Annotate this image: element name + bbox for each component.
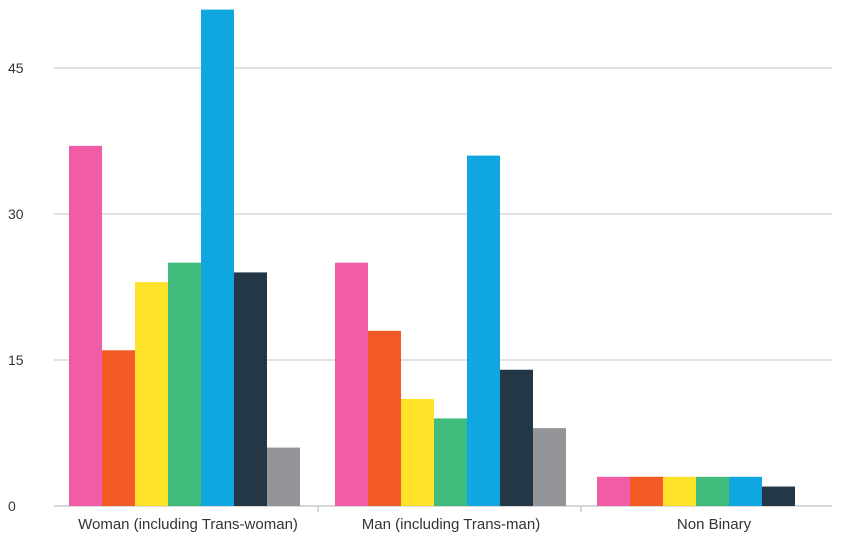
bar — [434, 418, 467, 506]
x-category-label: Woman (including Trans-woman) — [78, 516, 298, 533]
bar — [69, 145, 102, 506]
x-category-label: Non Binary — [677, 516, 752, 533]
bar — [234, 272, 267, 506]
bar — [135, 282, 168, 506]
bar — [762, 486, 795, 506]
bar — [335, 262, 368, 506]
bar — [729, 476, 762, 506]
bar — [597, 476, 630, 506]
bar — [102, 350, 135, 506]
y-tick-label: 0 — [8, 498, 16, 514]
y-tick-label: 45 — [8, 60, 24, 76]
y-tick-label: 30 — [8, 206, 24, 222]
axes: 0 15 30 45 Woman (including Trans-woman) Man … — [8, 60, 752, 533]
bar — [663, 476, 696, 506]
bar — [630, 476, 663, 506]
bar — [401, 398, 434, 506]
bar — [368, 330, 401, 506]
bar — [267, 447, 300, 506]
bar — [201, 9, 234, 506]
bar — [500, 369, 533, 506]
bar — [533, 428, 566, 506]
bar — [168, 262, 201, 506]
x-category-label: Man (including Trans-man) — [362, 516, 540, 533]
bars — [69, 9, 795, 506]
y-tick-label: 15 — [8, 352, 24, 368]
bar — [467, 155, 500, 506]
bar — [696, 476, 729, 506]
